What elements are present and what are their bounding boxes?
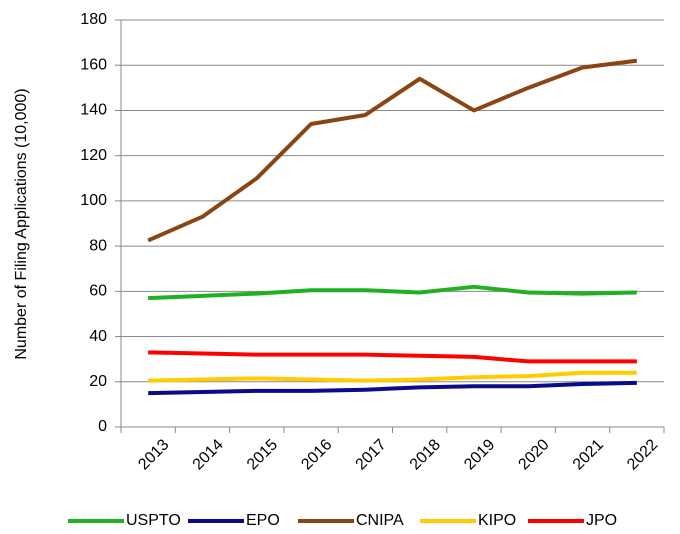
x-tick-label: 2020 <box>515 436 552 473</box>
y-tick-label: 140 <box>80 102 107 119</box>
data-line <box>148 380 637 396</box>
x-tick-label: 2022 <box>624 436 661 473</box>
data-line <box>148 284 637 301</box>
y-tick-label: 60 <box>89 283 107 300</box>
legend-label: KIPO <box>478 512 516 529</box>
y-tick-label: 80 <box>89 237 107 254</box>
y-axis-label: Number of Filing Applications (10,000) <box>13 88 30 359</box>
data-line <box>148 350 637 364</box>
x-tick-label: 2018 <box>407 436 444 473</box>
x-tick-label: 2013 <box>135 436 172 473</box>
x-tick-label: 2019 <box>461 436 498 473</box>
x-tick-label: 2017 <box>353 436 390 473</box>
y-tick-label: 120 <box>80 147 107 164</box>
y-tick-label: 20 <box>89 373 107 390</box>
legend-label: CNIPA <box>356 512 404 529</box>
legend-label: USPTO <box>126 512 181 529</box>
y-tick-label: 160 <box>80 56 107 73</box>
legend-label: EPO <box>246 512 280 529</box>
y-tick-label: 40 <box>89 328 107 345</box>
y-tick-label: 180 <box>80 11 107 28</box>
x-tick-label: 2021 <box>570 436 607 473</box>
y-tick-label: 100 <box>80 192 107 209</box>
x-tick-label: 2015 <box>244 436 281 473</box>
x-tick-label: 2016 <box>298 436 335 473</box>
x-tick-label: 2014 <box>190 436 227 473</box>
y-tick-label: 0 <box>98 418 107 435</box>
data-line <box>147 58 638 243</box>
data-line <box>148 370 637 383</box>
legend-label: JPO <box>586 512 617 529</box>
